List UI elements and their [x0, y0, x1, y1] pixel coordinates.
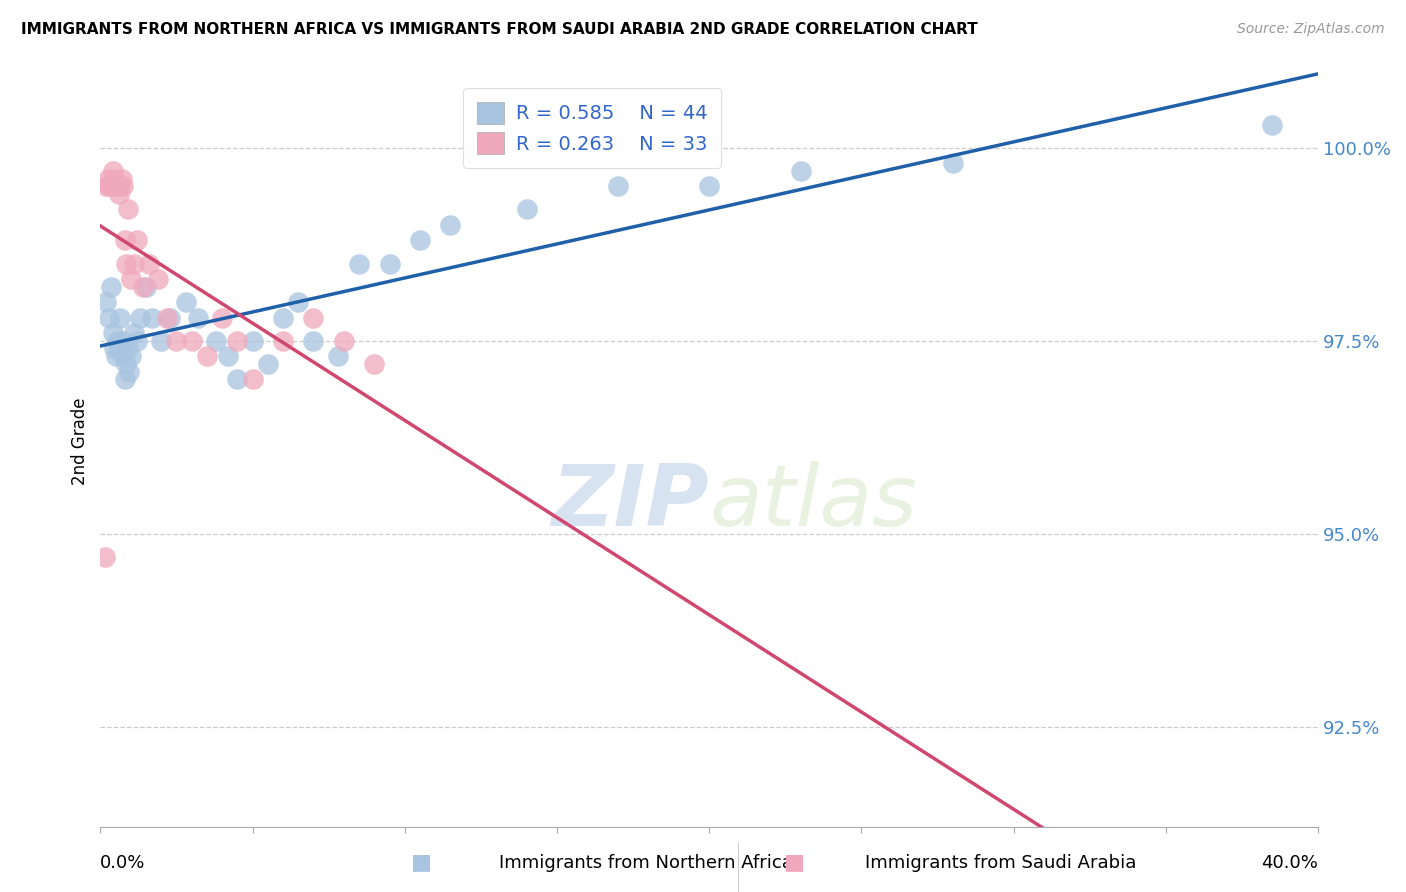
Point [148, 272, 170, 286]
Point [132, 279, 155, 293]
Point [114, 233, 136, 247]
Point [112, 179, 135, 194]
Point [107, 342, 129, 356]
Point [105, 334, 128, 348]
Text: IMMIGRANTS FROM NORTHERN AFRICA VS IMMIGRANTS FROM SAUDI ARABIA 2ND GRADE CORREL: IMMIGRANTS FROM NORTHERN AFRICA VS IMMIG… [21, 22, 977, 37]
Point [150, 334, 173, 348]
Point [789, 164, 811, 178]
Text: Immigrants from Saudi Arabia: Immigrants from Saudi Arabia [865, 855, 1136, 872]
Point [120, 349, 142, 363]
Point [101, 164, 124, 178]
Point [96, 179, 118, 194]
Text: 40.0%: 40.0% [1261, 855, 1319, 872]
Point [226, 334, 249, 348]
Point [287, 295, 309, 310]
Point [115, 357, 138, 371]
Point [117, 342, 139, 356]
Point [108, 310, 131, 325]
Text: atlas: atlas [709, 461, 917, 544]
Point [242, 372, 264, 386]
Point [159, 310, 181, 325]
Point [205, 334, 228, 348]
Point [211, 310, 233, 325]
Point [97, 171, 120, 186]
Point [606, 179, 628, 194]
Point [226, 372, 249, 386]
Point [117, 202, 139, 217]
Point [104, 349, 127, 363]
Point [135, 279, 157, 293]
Point [271, 334, 294, 348]
Point [138, 256, 160, 270]
Point [108, 179, 131, 194]
Point [166, 334, 188, 348]
Text: Immigrants from Northern Africa: Immigrants from Northern Africa [499, 855, 793, 872]
Point [302, 310, 325, 325]
Point [103, 342, 125, 356]
Point [125, 233, 148, 247]
Point [103, 171, 125, 186]
Point [105, 179, 128, 194]
Text: Source: ZipAtlas.com: Source: ZipAtlas.com [1237, 22, 1385, 37]
Text: ZIP: ZIP [551, 461, 709, 544]
Point [112, 349, 135, 363]
Point [333, 334, 356, 348]
Point [98, 310, 121, 325]
Point [180, 334, 202, 348]
Point [129, 310, 152, 325]
Point [122, 256, 145, 270]
Point [94, 549, 117, 564]
Point [156, 310, 179, 325]
Point [363, 357, 385, 371]
Text: ■: ■ [412, 853, 432, 872]
Point [125, 334, 148, 348]
Point [100, 179, 122, 194]
Point [101, 326, 124, 340]
Point [195, 349, 218, 363]
Point [516, 202, 538, 217]
Point [107, 187, 129, 202]
Point [104, 179, 127, 194]
Point [1261, 118, 1284, 132]
Point [174, 295, 197, 310]
Point [439, 218, 461, 232]
Point [187, 310, 209, 325]
Point [120, 272, 142, 286]
Point [697, 179, 720, 194]
Point [302, 334, 325, 348]
Point [122, 326, 145, 340]
Point [141, 310, 163, 325]
Point [326, 349, 349, 363]
Point [378, 256, 401, 270]
Point [347, 256, 370, 270]
Point [114, 372, 136, 386]
Text: ■: ■ [785, 853, 804, 872]
Point [98, 179, 121, 194]
Point [242, 334, 264, 348]
Point [111, 171, 134, 186]
Text: 0.0%: 0.0% [100, 855, 146, 872]
Point [100, 279, 122, 293]
Point [409, 233, 432, 247]
Point [271, 310, 294, 325]
Legend: R = 0.585    N = 44, R = 0.263    N = 33: R = 0.585 N = 44, R = 0.263 N = 33 [463, 88, 721, 168]
Y-axis label: 2nd Grade: 2nd Grade [72, 397, 89, 484]
Point [942, 156, 965, 170]
Point [111, 334, 134, 348]
Point [96, 295, 118, 310]
Point [115, 256, 138, 270]
Point [256, 357, 278, 371]
Point [118, 365, 141, 379]
Point [217, 349, 239, 363]
